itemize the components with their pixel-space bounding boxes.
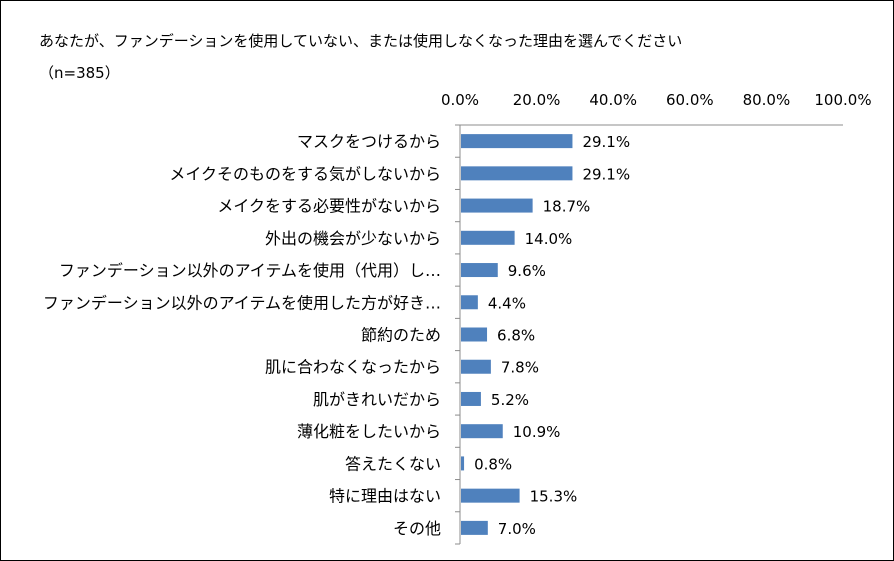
value-label: 10.9% bbox=[513, 423, 561, 441]
value-label: 7.0% bbox=[498, 520, 536, 538]
bars bbox=[461, 134, 573, 535]
value-labels: 29.1% 29.1% 18.7% 14.0% 9.6% 4.4% 6.8% 7.8% 5.2%… bbox=[474, 133, 630, 538]
bar bbox=[461, 391, 481, 406]
x-tick-label: 20.0% bbox=[513, 91, 561, 109]
value-label: 29.1% bbox=[582, 133, 630, 151]
bar bbox=[461, 424, 503, 439]
category-label: 答えたくない bbox=[345, 454, 441, 473]
value-label: 29.1% bbox=[582, 165, 630, 183]
x-tick-label: 80.0% bbox=[743, 91, 791, 109]
x-tick-labels: 0.0% 20.0% 40.0% 60.0% 80.0% 100.0% bbox=[441, 91, 872, 109]
category-label: 外出の機会が少ないから bbox=[265, 229, 441, 248]
chart-title: あなたが、ファンデーションを使用していない、または使用しなくなった理由を選んでく… bbox=[39, 32, 683, 82]
value-label: 5.2% bbox=[491, 391, 529, 409]
category-label: メイクそのものをする気がしないから bbox=[169, 164, 441, 183]
value-label: 9.6% bbox=[508, 262, 546, 280]
bar bbox=[461, 456, 465, 471]
category-label: 特に理由はない bbox=[329, 487, 441, 506]
bar bbox=[461, 359, 491, 374]
value-label: 15.3% bbox=[530, 488, 578, 506]
category-label: メイクをする必要性がないから bbox=[217, 197, 441, 216]
value-label: 0.8% bbox=[474, 455, 512, 473]
bar bbox=[461, 134, 573, 149]
x-tick-label: 60.0% bbox=[666, 91, 714, 109]
value-label: 6.8% bbox=[497, 327, 535, 345]
bar bbox=[461, 295, 478, 310]
bar bbox=[461, 327, 488, 342]
category-label: ファンデーション以外のアイテムを使用した方が好き… bbox=[43, 293, 441, 312]
category-label: 節約のため bbox=[361, 326, 441, 345]
value-label: 14.0% bbox=[525, 230, 573, 248]
value-label: 7.8% bbox=[501, 359, 539, 377]
value-label: 4.4% bbox=[488, 294, 526, 312]
x-tick-label: 100.0% bbox=[814, 91, 871, 109]
bar bbox=[461, 230, 515, 245]
category-label: 薄化粧をしたいから bbox=[297, 422, 441, 441]
category-label: ファンデーション以外のアイテムを使用（代用）し… bbox=[59, 261, 441, 280]
category-label: 肌に合わなくなったから bbox=[265, 358, 441, 377]
x-tick-label: 40.0% bbox=[589, 91, 637, 109]
category-label: 肌がきれいだから bbox=[313, 390, 441, 409]
category-label: その他 bbox=[393, 519, 441, 538]
category-label: マスクをつけるから bbox=[297, 132, 441, 151]
x-tick-label: 0.0% bbox=[441, 91, 479, 109]
bar bbox=[461, 488, 520, 503]
bar bbox=[461, 263, 498, 278]
chart-axes bbox=[455, 124, 843, 545]
value-label: 18.7% bbox=[543, 198, 591, 216]
bar bbox=[461, 520, 488, 535]
bar bbox=[461, 198, 533, 213]
bar bbox=[461, 166, 573, 181]
category-labels: マスクをつけるからメイクそのものをする気がしないからメイクをする必要性がないから… bbox=[43, 132, 441, 538]
